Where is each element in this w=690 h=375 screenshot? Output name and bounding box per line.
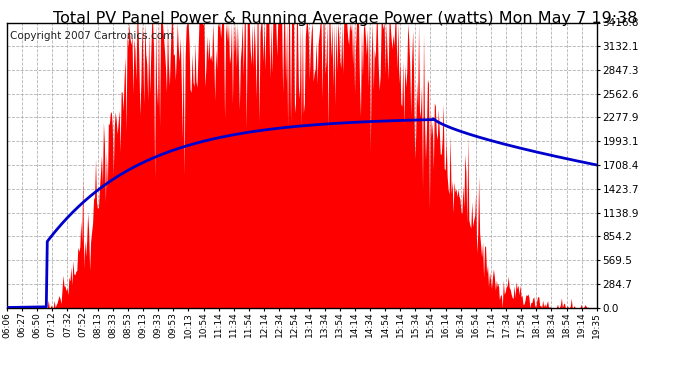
Text: Copyright 2007 Cartronics.com: Copyright 2007 Cartronics.com: [10, 31, 173, 41]
Text: Total PV Panel Power & Running Average Power (watts) Mon May 7 19:38: Total PV Panel Power & Running Average P…: [53, 11, 637, 26]
